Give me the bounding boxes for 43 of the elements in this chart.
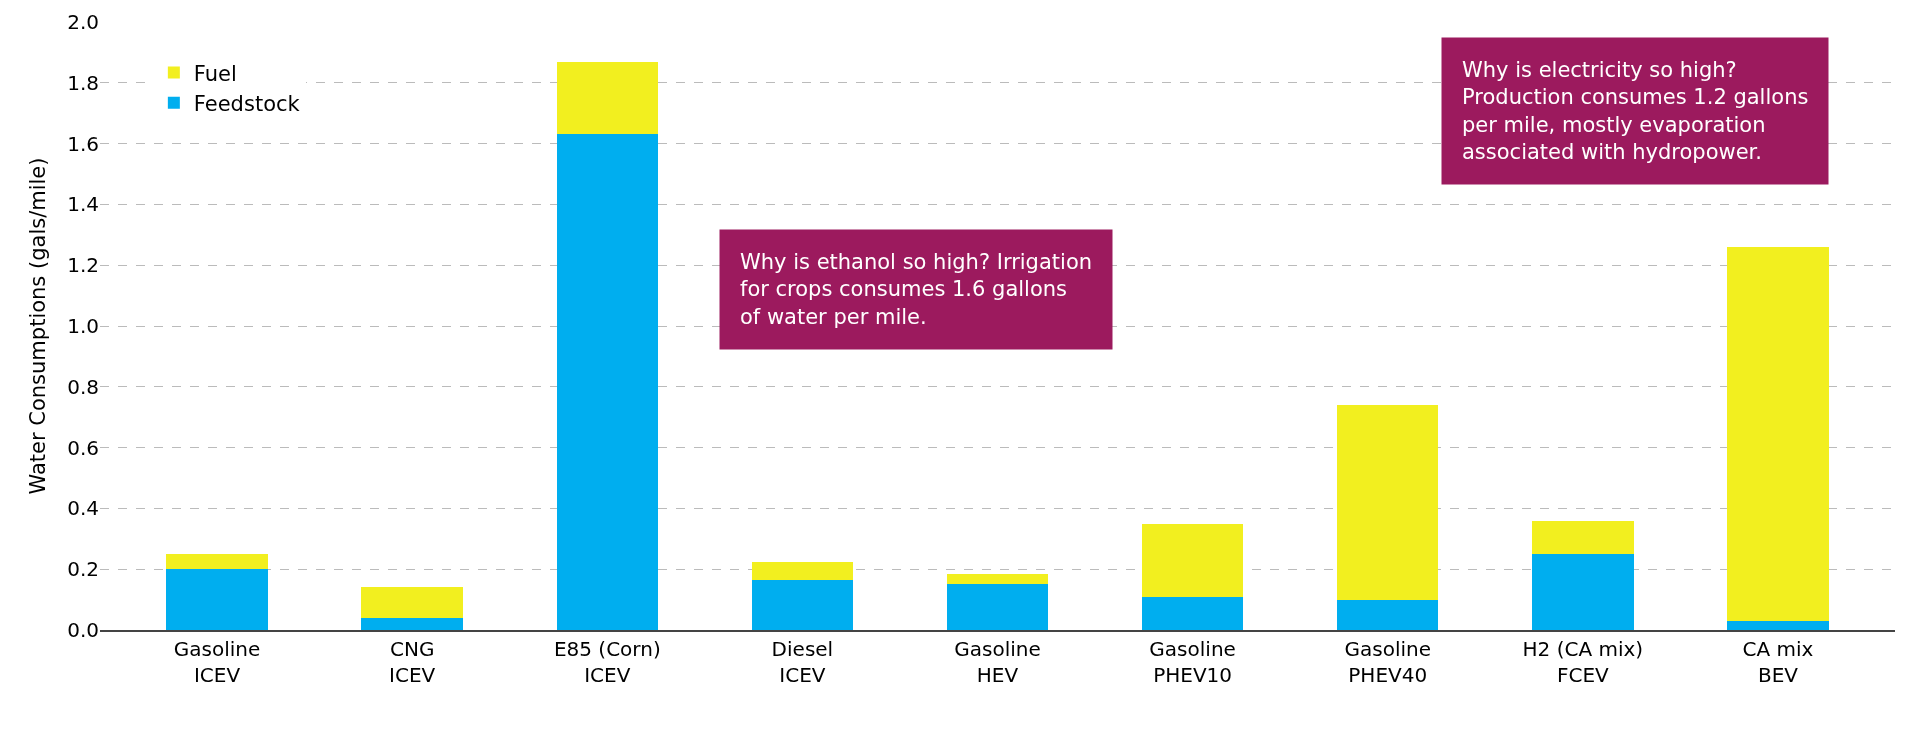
legend-label: Fuel [193,61,237,86]
bar [1532,554,1634,630]
x-tick-label: E85 (Corn) ICEV [553,637,661,687]
bar [166,569,268,630]
bar [751,579,854,630]
bar [1532,520,1634,554]
bar [166,554,268,570]
bar [946,573,1049,585]
y-tick-label: 1.4 [67,192,99,217]
x-tick-label: Gasoline HEV [954,637,1041,687]
y-tick-label: 1.8 [67,70,99,95]
y-tick-label: 0.0 [67,618,99,642]
y-tick-label: 0.2 [67,557,99,582]
y-tick-label: 0.8 [67,374,99,399]
bar [1727,246,1829,621]
bar [751,561,854,580]
bar [1141,523,1244,597]
y-tick-label: 2.0 [67,10,99,34]
x-tick-label: Gasoline ICEV [173,637,261,687]
bar [556,134,659,630]
bar [1336,599,1439,630]
y-axis-title: Water Consumptions (gals/mile) [26,157,51,495]
y-tick-label: 0.4 [67,496,99,521]
bar [1336,405,1439,600]
y-tick-label: 1.6 [67,131,99,156]
bar [361,587,463,618]
bar [556,61,659,135]
annotation: Why is electricity so high? Production consumes 1.2 gallons per mile, mostly evaporation associated with hydropower. [1462,58,1809,164]
annotation: Why is ethanol so high? Irrigation for crops consumes 1.6 gallons of water per mile. [740,250,1093,329]
y-tick-label: 1.2 [67,253,99,278]
x-tick-label: H2 (CA mix) FCEV [1522,637,1644,687]
bar [946,584,1049,630]
x-tick-label: CNG ICEV [389,637,436,687]
bar [1727,620,1829,630]
y-tick-label: 0.6 [67,435,99,460]
x-tick-label: Gasoline PHEV40 [1344,637,1431,687]
y-tick-label: 1.0 [67,314,99,338]
legend-label: Feedstock [193,92,301,117]
bar [1141,596,1244,630]
x-tick-label: Gasoline PHEV10 [1149,637,1236,687]
x-tick-label: CA mix BEV [1742,637,1814,687]
bar [361,617,463,630]
x-tick-label: Diesel ICEV [771,637,834,687]
